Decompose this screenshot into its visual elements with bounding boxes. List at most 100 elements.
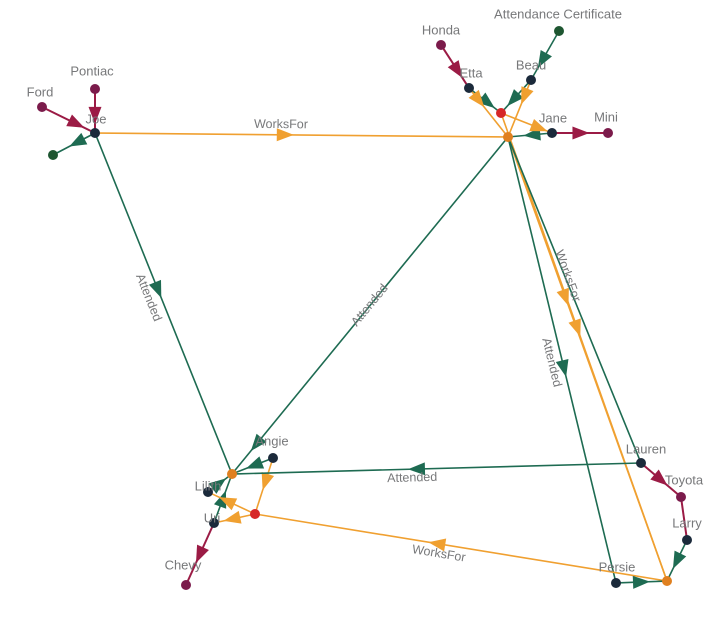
graph-node-beau[interactable]	[526, 75, 536, 85]
edge-line-worksfor	[501, 116, 667, 578]
graph-edge[interactable]	[508, 140, 641, 460]
edge-arrowhead	[213, 490, 227, 509]
graph-edge[interactable]	[643, 464, 679, 496]
edge-arrowhead	[529, 118, 548, 132]
edge-arrowhead	[650, 469, 668, 486]
edge-line-attended	[508, 140, 641, 460]
edge-arrowhead	[261, 472, 275, 491]
graph-edge[interactable]	[668, 543, 687, 578]
edge-arrowhead	[223, 510, 242, 524]
node-label-ford: Ford	[27, 84, 54, 99]
edge-arrowhead	[672, 550, 687, 569]
graph-node-unlabeled[interactable]	[250, 509, 260, 519]
graph-edge[interactable]	[501, 116, 667, 578]
node-label-lauren: Lauren	[626, 441, 666, 456]
node-label-attendance-certificate: Attendance Certificate	[494, 6, 622, 21]
graph-edge[interactable]	[88, 93, 102, 129]
graph-node-honda[interactable]	[436, 40, 446, 50]
node-label-honda: Honda	[422, 22, 461, 37]
graph-node-mini[interactable]	[603, 128, 613, 138]
graph-edge[interactable]	[235, 462, 638, 476]
graph-edge[interactable]	[98, 128, 505, 142]
edge-arrowhead	[69, 132, 88, 147]
node-label-larry: Larry	[672, 515, 702, 530]
node-label-lilith: Lilith	[195, 478, 222, 493]
edge-arrowhead	[276, 128, 294, 142]
edge-arrowhead	[555, 358, 569, 378]
edge-arrowhead	[88, 106, 102, 124]
graph-edge[interactable]	[680, 500, 688, 537]
edge-arrowhead	[572, 126, 590, 140]
edge-line-owns	[680, 500, 688, 537]
edge-line-attended	[233, 139, 507, 472]
graph-edge[interactable]	[45, 107, 92, 133]
graph-node-joe[interactable]	[90, 128, 100, 138]
graph-node-unlabeled[interactable]	[227, 469, 237, 479]
graph-node-persie[interactable]	[611, 578, 621, 588]
graph-edge[interactable]	[217, 510, 252, 524]
edge-line-attended	[235, 462, 638, 475]
graph-edge[interactable]	[186, 526, 214, 582]
graph-node-lilith[interactable]	[203, 487, 213, 497]
node-label-chevy: Chevy	[165, 557, 202, 572]
graph-node-ford[interactable]	[37, 102, 47, 112]
edge-arrowhead	[245, 456, 265, 469]
edge-arrowhead	[632, 575, 650, 589]
graph-edge[interactable]	[508, 83, 534, 134]
graph-node-larry[interactable]	[682, 535, 692, 545]
graph-edge[interactable]	[442, 47, 468, 86]
graph-node-angie[interactable]	[268, 453, 278, 463]
graph-edge[interactable]	[211, 492, 252, 514]
graph-node-unlabeled[interactable]	[662, 576, 672, 586]
graph-node-lauren[interactable]	[636, 458, 646, 468]
edge-arrowhead	[507, 89, 524, 107]
edge-arrowhead	[477, 92, 495, 109]
graph-node-jane[interactable]	[547, 128, 557, 138]
graph-edge[interactable]	[468, 89, 507, 135]
graph-node-unlabeled[interactable]	[503, 132, 513, 142]
node-label-angie: Angie	[255, 433, 288, 448]
graph-node-unlabeled[interactable]	[496, 108, 506, 118]
graph-edge[interactable]	[255, 461, 275, 511]
node-label-pontiac: Pontiac	[70, 63, 114, 78]
graph-edge[interactable]	[208, 475, 230, 494]
graph-edge[interactable]	[235, 456, 270, 474]
graph-edge[interactable]	[556, 126, 604, 140]
edge-line-worksfor	[98, 132, 505, 138]
graph-edge[interactable]	[619, 575, 664, 589]
graph-edge[interactable]	[95, 136, 232, 471]
node-label-toyota: Toyota	[665, 472, 704, 487]
node-labels-layer: Ford Pontiac Joe Honda Etta Beau Attendance Ce…	[27, 6, 704, 574]
edge-arrowhead	[208, 478, 227, 494]
edge-line-worksfor	[258, 513, 664, 582]
node-label-beau: Beau	[516, 57, 546, 72]
graph-node-toyota[interactable]	[676, 492, 686, 502]
graph-edge[interactable]	[532, 34, 558, 77]
edge-arrowhead	[196, 544, 209, 563]
edge-arrowhead	[521, 86, 534, 105]
node-label-joe: Joe	[86, 111, 107, 126]
node-label-jane: Jane	[539, 110, 567, 125]
graph-node-etta[interactable]	[464, 83, 474, 93]
node-label-persie: Persie	[599, 559, 636, 574]
graph-node-chevy[interactable]	[181, 580, 191, 590]
graph-edge[interactable]	[504, 113, 549, 133]
graph-node-attendance-certificate[interactable]	[554, 26, 564, 36]
edge-arrowhead	[428, 538, 447, 552]
edge-arrowhead	[219, 497, 238, 511]
graph-edge[interactable]	[56, 132, 92, 154]
edge-arrowhead	[66, 114, 85, 128]
graph-edge[interactable]	[258, 513, 664, 582]
graph-node-unlabeled[interactable]	[48, 150, 58, 160]
graph-edge[interactable]	[233, 139, 507, 472]
edge-arrowhead	[148, 279, 162, 299]
nodes-layer	[37, 26, 692, 590]
edge-arrowhead	[568, 318, 581, 337]
graph-edge[interactable]	[508, 140, 616, 580]
graph-node-pontiac[interactable]	[90, 84, 100, 94]
graph-node-uri[interactable]	[209, 518, 219, 528]
edge-arrowhead	[250, 433, 267, 452]
